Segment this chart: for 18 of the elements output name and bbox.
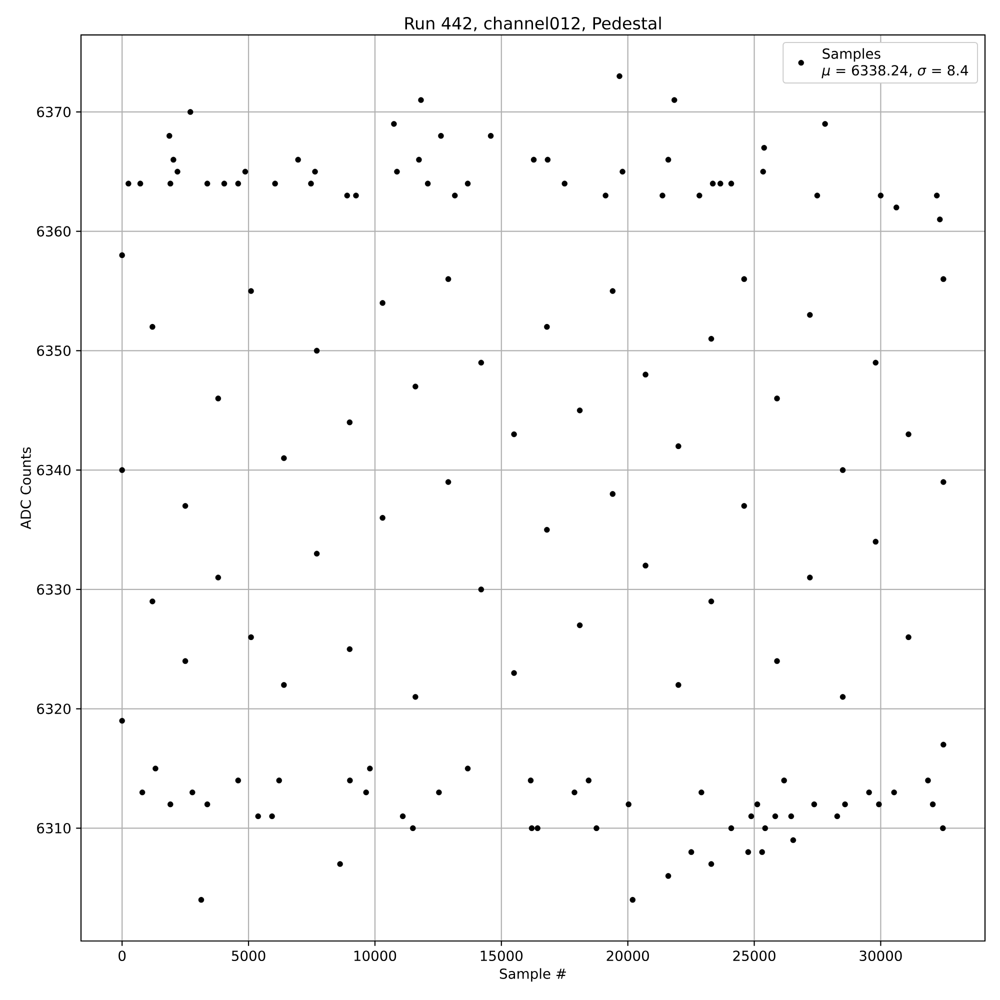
x-tick-label: 15000 xyxy=(480,950,523,962)
y-tick-label: 6320 xyxy=(37,704,70,714)
y-tick-label: 6310 xyxy=(37,822,70,834)
x-tick-label: 30000 xyxy=(860,950,902,962)
chart-title: Run 442, channel012, Pedestal xyxy=(405,16,661,32)
x-tick-label: 25000 xyxy=(733,950,776,962)
x-tick-label: 10000 xyxy=(354,950,396,962)
y-tick-label: 6340 xyxy=(37,464,70,476)
legend-label: Samples μ = 6338.24, σ = 8.4 xyxy=(822,48,968,78)
y-tick-label: 6330 xyxy=(37,584,70,595)
x-tick-label: 20000 xyxy=(606,950,649,962)
x-tick-label: 5000 xyxy=(232,950,266,962)
x-tick-label: 0 xyxy=(118,950,126,962)
y-axis-title: ADC Counts xyxy=(20,447,31,530)
y-tick-label: 6370 xyxy=(37,106,70,118)
x-axis-title: Sample # xyxy=(500,968,566,982)
y-tick-label: 6360 xyxy=(37,226,70,237)
y-tick-label: 6350 xyxy=(37,345,70,356)
